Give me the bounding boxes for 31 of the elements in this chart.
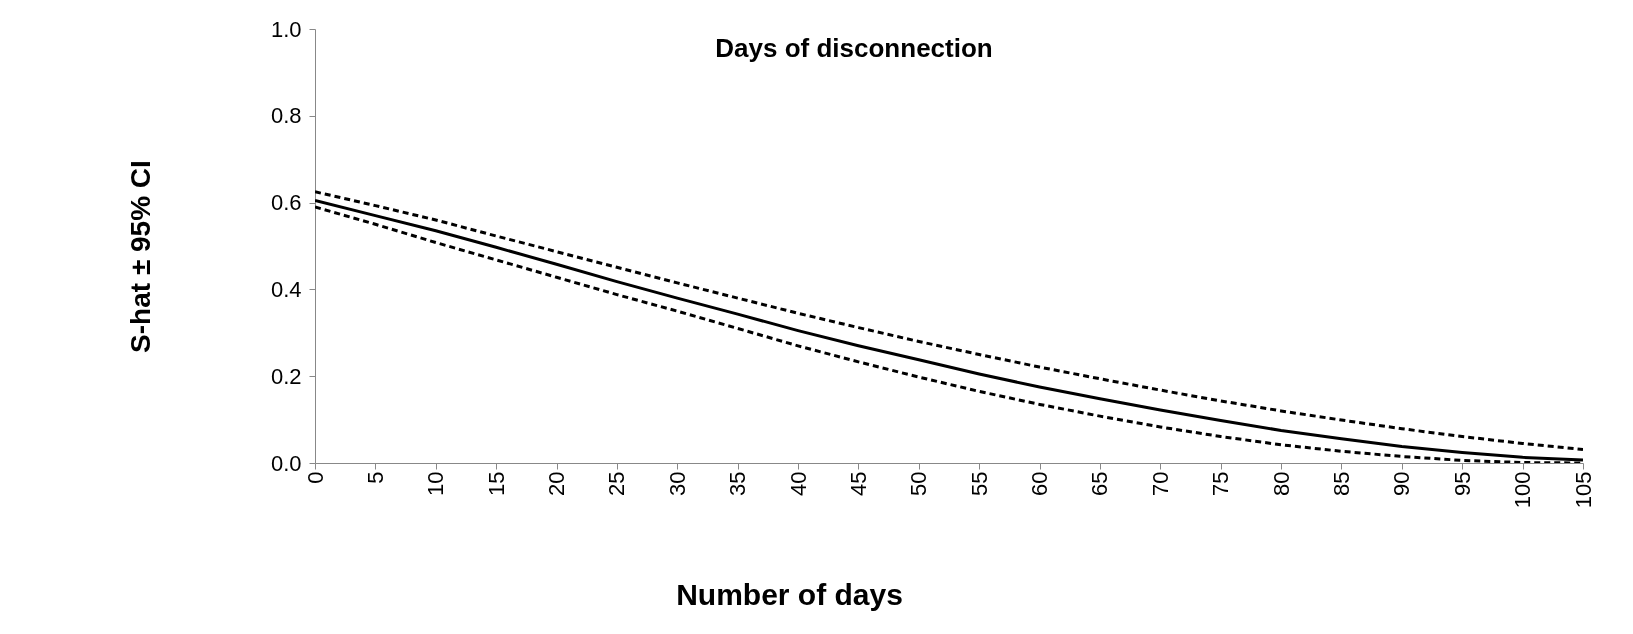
x-tick-label: 55 [966, 471, 992, 496]
x-tick-label: 5 [362, 471, 388, 484]
x-axis-title: Number of days [676, 577, 903, 611]
x-tick-label: 65 [1087, 471, 1113, 496]
x-tick-label: 70 [1147, 471, 1173, 496]
y-axis-title: S-hat ± 95% CI [124, 160, 156, 353]
y-tick-label: 0.6 [270, 190, 302, 216]
x-tick-label: 50 [906, 471, 932, 496]
x-tick-label: 30 [664, 471, 690, 496]
x-tick-label: 0 [302, 471, 328, 484]
x-tick-label: 25 [604, 471, 630, 496]
x-tick-label: 100 [1510, 471, 1536, 509]
x-tick-label: 20 [544, 471, 570, 496]
x-tick-label: 10 [423, 471, 449, 496]
chart-title: Days of disconnection [715, 33, 993, 63]
y-tick-label: 0.2 [270, 363, 302, 389]
x-tick-label: 60 [1027, 471, 1053, 496]
x-tick-label: 95 [1449, 471, 1475, 496]
y-tick-label: 0.0 [270, 450, 302, 476]
x-tick-label: 105 [1570, 471, 1596, 509]
x-tick-label: 35 [725, 471, 751, 496]
x-tick-label: 85 [1328, 471, 1354, 496]
x-tick-label: 45 [845, 471, 871, 496]
y-tick-label: 0.4 [270, 276, 302, 302]
x-tick-label: 40 [785, 471, 811, 496]
x-tick-label: 15 [483, 471, 509, 496]
y-tick-label: 1.0 [270, 16, 302, 42]
x-tick-label: 75 [1208, 471, 1234, 496]
y-tick-label: 0.8 [270, 103, 302, 129]
x-tick-label: 90 [1389, 471, 1415, 496]
x-tick-label: 80 [1268, 471, 1294, 496]
